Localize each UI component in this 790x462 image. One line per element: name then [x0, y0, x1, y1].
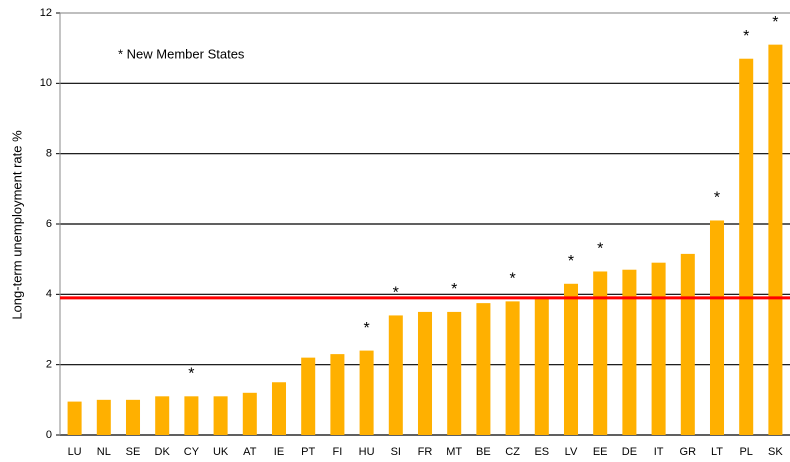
star-marker: *: [451, 281, 457, 298]
bar: [388, 315, 403, 435]
star-marker: *: [188, 366, 194, 383]
x-tick-label: PL: [739, 446, 752, 458]
bar: [184, 396, 199, 435]
bar: [271, 382, 287, 435]
x-tick-label: FR: [418, 446, 433, 458]
y-tick-label: 4: [46, 288, 52, 300]
bar: [96, 399, 111, 435]
bar: [651, 262, 666, 435]
star-marker: *: [568, 253, 574, 270]
star-marker: *: [363, 320, 369, 337]
x-tick-label: CY: [184, 446, 200, 458]
bar: [242, 392, 257, 435]
bar: [213, 396, 228, 435]
bar: [709, 220, 725, 435]
annotation: * New Member States: [118, 46, 245, 61]
bar: [417, 311, 433, 435]
bar: [622, 269, 637, 435]
x-tick-label: BE: [476, 446, 491, 458]
y-tick-label: 6: [46, 218, 52, 230]
x-tick-label: SE: [126, 446, 141, 458]
x-tick-label: NL: [97, 446, 111, 458]
x-tick-label: MT: [446, 446, 462, 458]
bar: [301, 357, 316, 435]
bar: [739, 58, 754, 435]
bar: [534, 297, 549, 435]
x-tick-label: DK: [155, 446, 171, 458]
bar: [593, 271, 608, 435]
bar: [680, 253, 695, 435]
bar: [125, 399, 141, 435]
y-axis-label: Long-term unemployment rate %: [9, 130, 24, 320]
bar: [447, 311, 462, 435]
star-marker: *: [714, 190, 720, 207]
bar: [563, 283, 579, 435]
x-tick-label: AT: [243, 446, 257, 458]
x-tick-label: DE: [622, 446, 637, 458]
y-tick-label: 0: [46, 429, 52, 441]
y-tick-label: 12: [40, 7, 52, 19]
x-tick-label: ES: [534, 446, 549, 458]
x-tick-label: PT: [301, 446, 315, 458]
x-tick-label: LV: [565, 446, 578, 458]
x-tick-label: LT: [711, 446, 723, 458]
bar: [768, 44, 783, 436]
x-tick-label: EE: [593, 446, 608, 458]
bar: [359, 350, 374, 435]
x-tick-label: HU: [359, 446, 375, 458]
y-tick-label: 10: [40, 77, 52, 89]
star-marker: *: [509, 271, 515, 288]
bar: [476, 303, 491, 435]
x-tick-label: IT: [654, 446, 664, 458]
x-tick-label: GR: [680, 446, 697, 458]
y-tick-label: 2: [46, 359, 52, 371]
y-tick-label: 8: [46, 148, 52, 160]
star-marker: *: [597, 241, 603, 258]
star-marker: *: [772, 14, 778, 31]
star-marker: *: [743, 28, 749, 45]
x-tick-label: LU: [68, 446, 82, 458]
bar: [67, 401, 82, 435]
x-tick-label: UK: [213, 446, 229, 458]
x-tick-label: FI: [333, 446, 343, 458]
bar: [155, 396, 170, 435]
x-tick-label: SI: [391, 446, 401, 458]
bar: [505, 301, 520, 435]
x-tick-label: SK: [768, 446, 783, 458]
bar: [330, 354, 345, 435]
x-tick-label: CZ: [505, 446, 520, 458]
star-marker: *: [393, 285, 399, 302]
x-tick-label: IE: [274, 446, 284, 458]
